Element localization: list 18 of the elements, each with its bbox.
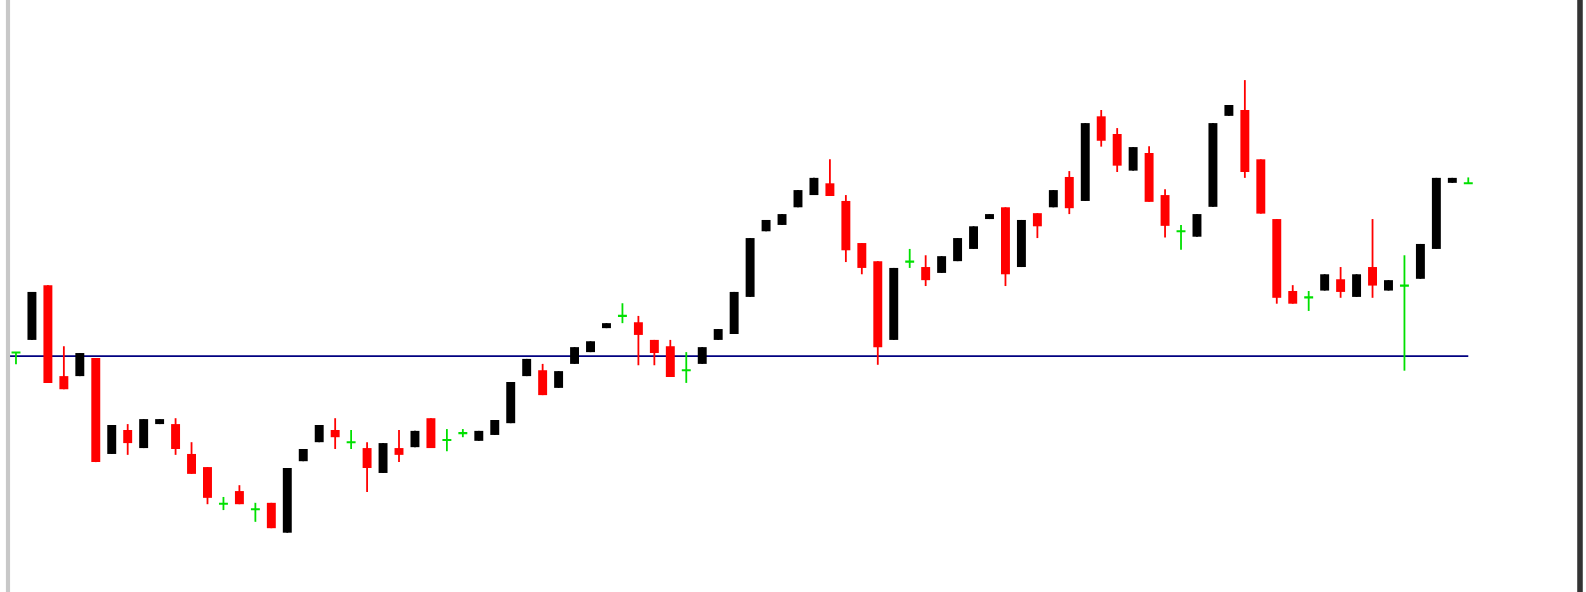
candlestick — [362, 441, 372, 493]
candlestick — [1192, 213, 1202, 238]
candlestick — [825, 158, 835, 197]
candlestick — [1128, 146, 1138, 172]
candlestick — [394, 429, 404, 464]
candlestick — [649, 338, 659, 367]
candlestick — [633, 315, 643, 367]
candlestick — [1352, 273, 1362, 298]
candlestick — [330, 417, 340, 450]
candlestick — [1336, 266, 1346, 299]
candlestick — [187, 441, 196, 475]
candlestick — [921, 254, 931, 287]
candlestick — [969, 225, 979, 250]
candlestick — [1368, 218, 1377, 299]
candlestick — [123, 423, 133, 456]
candlestick — [59, 345, 69, 391]
candlestick — [1032, 212, 1042, 239]
candlestick — [1288, 284, 1298, 305]
